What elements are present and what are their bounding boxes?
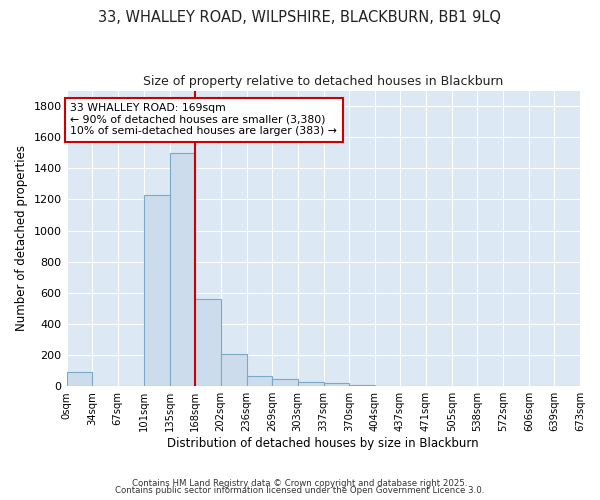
Bar <box>67 372 92 386</box>
Bar <box>170 153 195 386</box>
Text: Contains public sector information licensed under the Open Government Licence 3.: Contains public sector information licen… <box>115 486 485 495</box>
Title: Size of property relative to detached houses in Blackburn: Size of property relative to detached ho… <box>143 75 503 88</box>
Bar <box>221 354 247 386</box>
Bar <box>247 376 272 386</box>
Text: 33, WHALLEY ROAD, WILPSHIRE, BLACKBURN, BB1 9LQ: 33, WHALLEY ROAD, WILPSHIRE, BLACKBURN, … <box>98 10 502 25</box>
Y-axis label: Number of detached properties: Number of detached properties <box>15 146 28 332</box>
Bar <box>323 383 349 386</box>
X-axis label: Distribution of detached houses by size in Blackburn: Distribution of detached houses by size … <box>167 437 479 450</box>
Bar <box>272 379 298 386</box>
Text: Contains HM Land Registry data © Crown copyright and database right 2025.: Contains HM Land Registry data © Crown c… <box>132 478 468 488</box>
Text: 33 WHALLEY ROAD: 169sqm
← 90% of detached houses are smaller (3,380)
10% of semi: 33 WHALLEY ROAD: 169sqm ← 90% of detache… <box>70 103 337 136</box>
Bar <box>298 382 323 386</box>
Bar <box>143 195 170 386</box>
Bar <box>349 384 375 386</box>
Bar <box>195 299 221 386</box>
